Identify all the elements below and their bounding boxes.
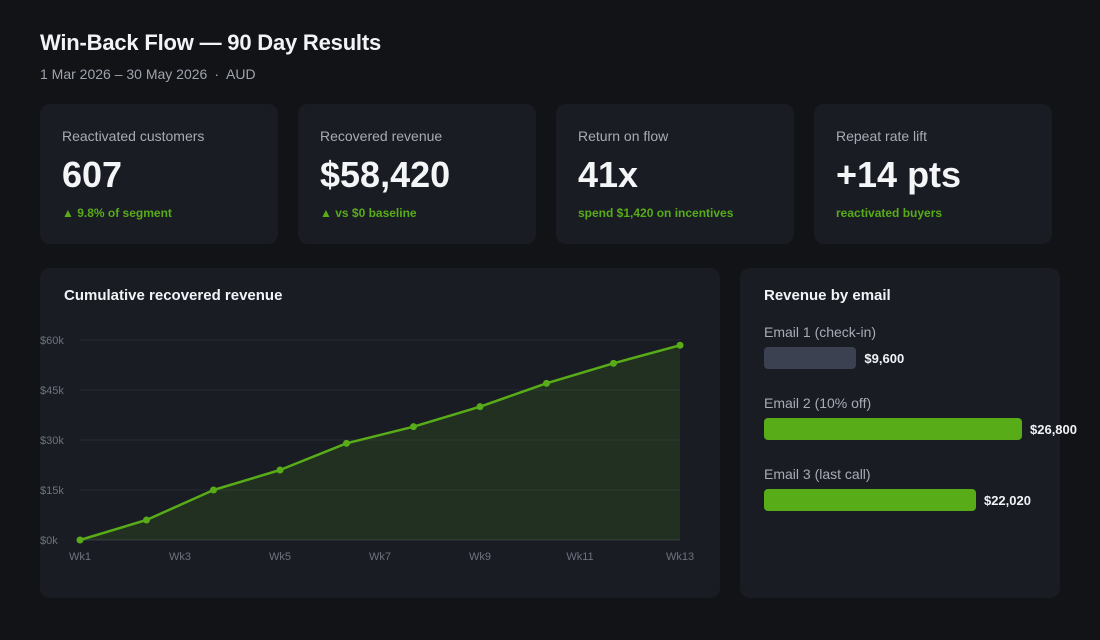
email-bar-value: $22,020 xyxy=(983,492,1031,508)
kpi-label: Repeat rate lift xyxy=(836,128,928,144)
email-bar-value: $26,800 xyxy=(1030,421,1077,437)
kpi-subtext: ▲ vs $0 baseline xyxy=(320,205,417,220)
data-point xyxy=(610,359,617,367)
date-range: 1 Mar 2026 – 30 May 2026 xyxy=(40,66,208,82)
email-label: Email 1 (check-in) xyxy=(764,324,877,340)
page-subtitle: 1 Mar 2026 – 30 May 2026 · AUD xyxy=(40,66,381,82)
kpi-value: 41x xyxy=(578,154,639,195)
data-point xyxy=(210,486,217,494)
kpi-label: Return on flow xyxy=(578,128,669,144)
kpi-label: Recovered revenue xyxy=(320,128,443,144)
area-fill xyxy=(80,345,680,540)
y-tick-label: $45k xyxy=(40,385,64,397)
currency: AUD xyxy=(226,66,256,82)
data-point xyxy=(343,439,350,447)
data-point xyxy=(676,341,684,349)
data-point xyxy=(76,536,84,544)
kpi-card-recovered-revenue: Recovered revenue $58,420 ▲ vs $0 baseli… xyxy=(298,104,536,244)
email-bar xyxy=(764,418,1022,440)
x-tick-label: Wk1 xyxy=(69,551,91,563)
y-tick-label: $15k xyxy=(40,485,64,497)
kpi-card-repeat-rate-lift: Repeat rate lift +14 pts reactivated buy… xyxy=(814,104,1052,244)
kpi-row: Reactivated customers 607 ▲ 9.8% of segm… xyxy=(40,104,1052,244)
kpi-card-return-on-flow: Return on flow 41x spend $1,420 on incen… xyxy=(556,104,794,244)
cumulative-revenue-chart: $0k $15k $30k $45k $60k Wk1 Wk3 Wk5 Wk7 Wk9 Wk11 Wk… xyxy=(40,335,694,563)
x-tick-label: Wk7 xyxy=(369,551,391,563)
kpi-value: +14 pts xyxy=(836,154,962,195)
x-tick-label: Wk13 xyxy=(666,551,694,563)
revenue-by-email-panel: Revenue by email Email 1 (check-in) $9,6… xyxy=(740,268,1077,598)
y-tick-label: $0k xyxy=(40,535,58,547)
kpi-label: Reactivated customers xyxy=(62,128,205,144)
x-tick-label: Wk9 xyxy=(469,551,491,563)
kpi-subtext: ▲ 9.8% of segment xyxy=(62,205,172,220)
email-label: Email 3 (last call) xyxy=(764,466,871,482)
kpi-card-reactivated-customers: Reactivated customers 607 ▲ 9.8% of segm… xyxy=(40,104,278,244)
x-tick-label: Wk5 xyxy=(269,551,291,563)
kpi-value: 607 xyxy=(62,154,123,195)
data-point xyxy=(476,403,484,411)
email-bar xyxy=(764,489,976,511)
email-row: Email 3 (last call) $22,020 xyxy=(764,466,1077,511)
separator: · xyxy=(214,66,220,82)
kpi-subtext: spend $1,420 on incentives xyxy=(578,205,734,220)
kpi-value: $58,420 xyxy=(320,154,451,195)
email-row: Email 2 (10% off) $26,800 xyxy=(764,395,1077,440)
x-tick-label: Wk11 xyxy=(566,551,593,563)
email-bar-list: Email 1 (check-in) $9,600 Email 2 (10% o… xyxy=(764,324,1077,537)
page-header: Win-Back Flow — 90 Day Results 1 Mar 202… xyxy=(40,30,381,82)
series-line xyxy=(79,344,681,542)
email-chart-title: Revenue by email xyxy=(764,287,891,304)
data-point xyxy=(143,516,150,524)
data-point xyxy=(543,379,550,387)
y-tick-label: $30k xyxy=(40,435,64,447)
data-point xyxy=(410,423,417,431)
email-bar-value: $9,600 xyxy=(864,350,905,366)
email-label: Email 2 (10% off) xyxy=(764,395,872,411)
data-point xyxy=(276,466,284,474)
chart-title: Cumulative recovered revenue xyxy=(64,287,283,304)
page-title: Win-Back Flow — 90 Day Results xyxy=(40,30,382,55)
email-bar xyxy=(764,347,857,369)
y-tick-label: $60k xyxy=(40,335,64,347)
cumulative-revenue-panel: Cumulative recovered revenue $0k $15k $30k… xyxy=(40,268,720,598)
kpi-subtext: reactivated buyers xyxy=(836,205,943,220)
email-row: Email 1 (check-in) $9,600 xyxy=(764,324,1077,369)
x-tick-label: Wk3 xyxy=(169,551,191,563)
